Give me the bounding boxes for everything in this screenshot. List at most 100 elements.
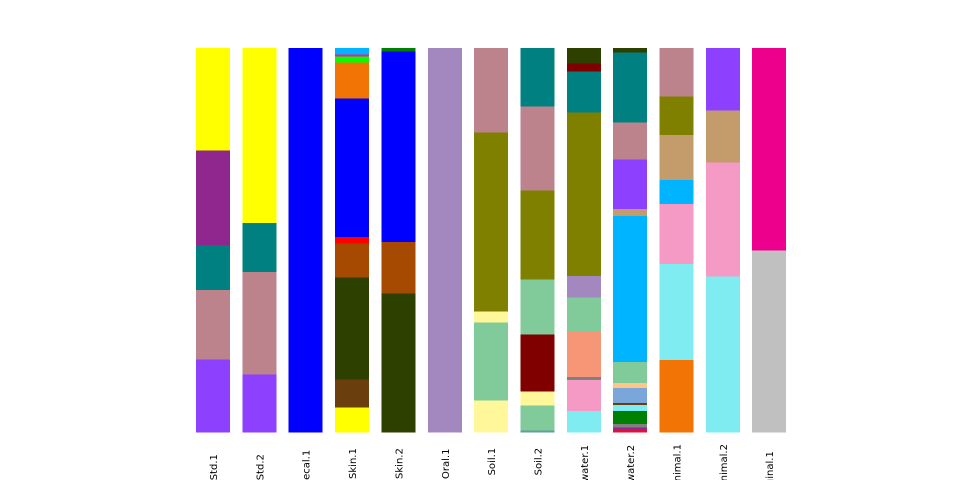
bar-segment [520, 279, 555, 335]
bar-segment [566, 379, 601, 412]
bar-segment [566, 296, 601, 333]
bar-segment [381, 292, 416, 433]
bar-segment [566, 331, 601, 378]
bar-segment [335, 48, 370, 55]
x-tick-labels: nity.Std.1 nity.Std.2 n.Fecal.1 an.Skin.1 an… [209, 444, 776, 480]
x-tick-label: ewater.2 [626, 445, 637, 480]
bar-segment [566, 376, 601, 381]
bar-segment [242, 271, 277, 375]
x-tick-label: n.Fecal.1 [302, 450, 313, 480]
x-tick-label: an.Oral.1 [441, 449, 452, 480]
bar-segment [566, 48, 601, 64]
bar-community-std-1 [196, 48, 230, 433]
bar-segment [705, 162, 740, 277]
bar-segment [613, 52, 648, 123]
bar-segment [288, 48, 323, 433]
bar-segment [705, 276, 740, 433]
bar-segment [613, 423, 648, 428]
bar-human-oral-1 [427, 48, 462, 433]
x-tick-label: Animal.2 [719, 444, 730, 480]
bar-segment [613, 158, 648, 210]
bar-segment [520, 405, 555, 431]
bar-animal-2 [705, 48, 740, 433]
bar-soil-2 [520, 48, 555, 433]
bar-segment [335, 379, 370, 408]
x-tick-label: Soil.2 [533, 448, 544, 476]
x-tick-label: Soil.1 [487, 448, 498, 476]
bar-vaginal-1 [752, 48, 787, 433]
bar-segment [474, 311, 509, 323]
bar-segment [613, 361, 648, 384]
bar-segment [196, 359, 230, 433]
bar-human-skin-2 [381, 48, 416, 433]
bar-human-fecal-1 [288, 48, 323, 433]
bar-segment [520, 48, 555, 107]
bar-segment [196, 48, 230, 151]
bar-segment [752, 249, 787, 433]
bar-segment [474, 48, 509, 133]
bar-segment [474, 322, 509, 401]
bar-segment [566, 410, 601, 433]
bar-segment [613, 428, 648, 433]
bar-segment [520, 106, 555, 191]
x-tick-label: nity.Std.1 [209, 454, 220, 480]
bar-segment [520, 430, 555, 433]
bar-segment [335, 277, 370, 380]
bar-segment [335, 243, 370, 278]
bar-segment [705, 110, 740, 163]
bar-segment [381, 51, 416, 243]
bar-segment [613, 208, 648, 217]
x-tick-label: nity.Std.2 [255, 454, 266, 480]
bar-segment [381, 48, 416, 52]
bar-segment [566, 71, 601, 113]
bar-segment [196, 289, 230, 360]
bar-segment [659, 179, 694, 205]
bar-segment [242, 48, 277, 224]
bar-segment [520, 190, 555, 280]
bar-segment [381, 241, 416, 294]
bar-animal-1 [659, 48, 694, 433]
bar-segment [427, 48, 462, 433]
bar-segment [613, 122, 648, 160]
bar-segment [335, 407, 370, 433]
bar-soil-1 [474, 48, 509, 433]
bar-segment [335, 98, 370, 238]
bar-segment [335, 54, 370, 57]
bar-segment [335, 236, 370, 244]
bar-segment [335, 56, 370, 63]
bar-segment [659, 134, 694, 181]
bar-segment [613, 427, 648, 430]
bar-human-skin-1 [335, 48, 370, 433]
x-tick-label: /aginal.1 [765, 451, 776, 480]
bar-segment [613, 215, 648, 363]
bar-segment [474, 132, 509, 312]
bar-segment [474, 400, 509, 433]
bar-segment [613, 382, 648, 389]
bar-segment [613, 402, 648, 406]
bar-segment [613, 387, 648, 404]
bar-segment [242, 222, 277, 273]
bar-segment [520, 334, 555, 392]
bar-segment [566, 62, 601, 72]
bar-segment [659, 263, 694, 361]
bar-segment [659, 359, 694, 433]
bar-segment [520, 391, 555, 406]
bar-segment [659, 96, 694, 136]
bar-wastewater-2 [613, 48, 648, 433]
bar-segment [705, 48, 740, 111]
bar-segment [242, 374, 277, 433]
bar-segment [196, 150, 230, 246]
bar-segment [613, 410, 648, 425]
bar-segment [335, 62, 370, 99]
bar-segment [566, 112, 601, 277]
bars-layer [196, 48, 787, 433]
bar-segment [613, 404, 648, 412]
bar-segment [196, 244, 230, 291]
bar-wastewater-1 [566, 48, 601, 433]
bar-segment [566, 275, 601, 298]
x-tick-label: Animal.1 [673, 444, 684, 480]
bar-segment [659, 48, 694, 97]
x-tick-label: ewater.1 [580, 445, 591, 480]
bar-segment [613, 48, 648, 53]
